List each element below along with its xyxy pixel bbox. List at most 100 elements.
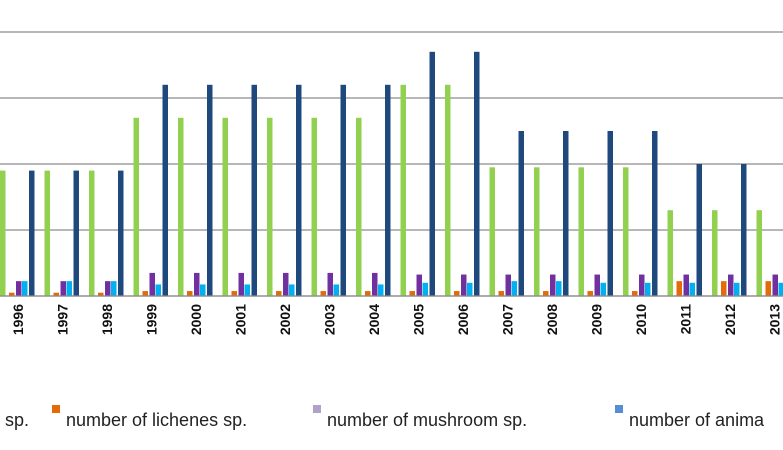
bar-1997-series-4 — [66, 281, 72, 296]
bar-2006-series-3 — [461, 274, 467, 296]
bar-2000-series-1 — [178, 117, 184, 296]
bar-1996-series-1 — [0, 170, 6, 296]
x-tick-label-2001: 2001 — [233, 304, 249, 335]
bar-2009-series-3 — [594, 274, 600, 296]
bar-2004-series-4 — [378, 284, 384, 296]
bar-2008-series-2 — [543, 291, 549, 296]
bar-2009-series-1 — [578, 167, 584, 296]
bar-2010-series-2 — [632, 291, 638, 296]
bar-1998-series-2 — [98, 292, 104, 296]
bar-2005-series-2 — [409, 291, 415, 296]
bar-2008-series-5 — [563, 131, 569, 296]
bar-1997-series-3 — [60, 281, 66, 296]
bar-2012-series-5 — [741, 164, 747, 296]
bar-2013-series-1 — [756, 210, 762, 296]
bar-1999-series-1 — [133, 117, 139, 296]
bar-2007-series-2 — [498, 291, 504, 296]
bars-group — [0, 51, 783, 296]
bar-2003-series-1 — [311, 117, 317, 296]
bar-2005-series-4 — [422, 282, 428, 296]
bar-2008-series-3 — [550, 274, 556, 296]
bar-2010-series-5 — [652, 131, 658, 296]
bar-2013-series-3 — [772, 274, 778, 296]
bar-1997-series-1 — [44, 170, 50, 296]
bar-2008-series-4 — [556, 281, 562, 296]
x-tick-label-2012: 2012 — [722, 304, 738, 335]
bar-2002-series-3 — [283, 272, 289, 296]
bar-2008-series-1 — [534, 167, 540, 296]
x-tick-label-2003: 2003 — [322, 304, 338, 335]
x-tick-label-2006: 2006 — [455, 304, 471, 335]
bar-1998-series-3 — [105, 281, 111, 296]
bar-2012-series-4 — [734, 282, 740, 296]
legend-marker-2 — [52, 405, 60, 413]
bar-1997-series-2 — [53, 292, 59, 296]
legend-label-3: number of mushroom sp. — [327, 410, 527, 430]
bar-2003-series-3 — [327, 272, 333, 296]
bar-2001-series-1 — [222, 117, 228, 296]
bar-1999-series-2 — [142, 291, 148, 296]
bar-1997-series-5 — [73, 170, 79, 296]
bar-2009-series-2 — [587, 291, 593, 296]
legend-marker-4 — [615, 405, 623, 413]
bar-1999-series-4 — [155, 284, 161, 296]
bar-2001-series-5 — [251, 84, 257, 296]
x-tick-label-2000: 2000 — [188, 304, 204, 335]
bar-2002-series-5 — [296, 84, 302, 296]
bar-1999-series-3 — [149, 272, 155, 296]
x-tick-label-2009: 2009 — [589, 304, 605, 335]
bar-2000-series-5 — [207, 84, 213, 296]
bar-2009-series-5 — [607, 131, 613, 296]
bar-2011-series-5 — [696, 164, 702, 296]
x-tick-label-1998: 1998 — [99, 304, 115, 335]
legend: t sp. number of lichenes sp. number of mus… — [0, 405, 765, 430]
legend-label-2: number of lichenes sp. — [66, 410, 247, 430]
bar-2013-series-2 — [765, 281, 771, 296]
bar-2003-series-2 — [320, 291, 326, 296]
bar-2001-series-3 — [238, 272, 244, 296]
bar-2000-series-4 — [200, 284, 206, 296]
x-tick-label-2010: 2010 — [633, 304, 649, 335]
x-tick-label-1997: 1997 — [55, 304, 71, 335]
x-tick-label-2013: 2013 — [767, 304, 783, 335]
x-tick-label-2011: 2011 — [678, 304, 694, 335]
bar-2011-series-2 — [676, 281, 682, 296]
bar-2004-series-1 — [356, 117, 362, 296]
bar-2003-series-5 — [340, 84, 346, 296]
bar-2006-series-1 — [445, 84, 451, 296]
bar-2004-series-5 — [385, 84, 391, 296]
bar-2011-series-4 — [689, 282, 695, 296]
grid-lines — [0, 31, 783, 297]
bar-2007-series-5 — [518, 131, 524, 296]
bar-2009-series-4 — [600, 282, 606, 296]
bar-2002-series-4 — [289, 284, 295, 296]
bar-2003-series-4 — [333, 284, 339, 296]
bar-2002-series-2 — [276, 291, 282, 296]
bar-2012-series-3 — [728, 274, 734, 296]
x-tick-label-1996: 1996 — [10, 304, 26, 335]
bar-1999-series-5 — [162, 84, 168, 296]
bar-1996-series-4 — [22, 281, 28, 296]
bar-2006-series-2 — [454, 291, 460, 296]
bar-1998-series-5 — [118, 170, 124, 296]
bar-2011-series-3 — [683, 274, 689, 296]
x-tick-label-2008: 2008 — [544, 304, 560, 335]
bar-2011-series-1 — [667, 210, 673, 296]
bar-2010-series-4 — [645, 282, 651, 296]
x-tick-label-2002: 2002 — [277, 304, 293, 335]
bar-2001-series-2 — [231, 291, 237, 296]
bar-2000-series-2 — [187, 291, 193, 296]
bar-2002-series-1 — [267, 117, 273, 296]
x-axis-tick-labels: 1996 1997 1998 1999 2000 2001 2002 2003 2004 2005… — [10, 304, 783, 335]
bar-2000-series-3 — [194, 272, 200, 296]
legend-label-1: t sp. — [0, 410, 29, 430]
legend-label-4: number of anima — [629, 410, 765, 430]
x-tick-label-2005: 2005 — [411, 304, 427, 335]
bar-2006-series-5 — [474, 51, 480, 296]
x-tick-label-1999: 1999 — [144, 304, 160, 335]
bar-2007-series-3 — [505, 274, 511, 296]
bar-2007-series-4 — [511, 281, 517, 296]
bar-2004-series-2 — [365, 291, 371, 296]
bar-2005-series-5 — [429, 51, 435, 296]
